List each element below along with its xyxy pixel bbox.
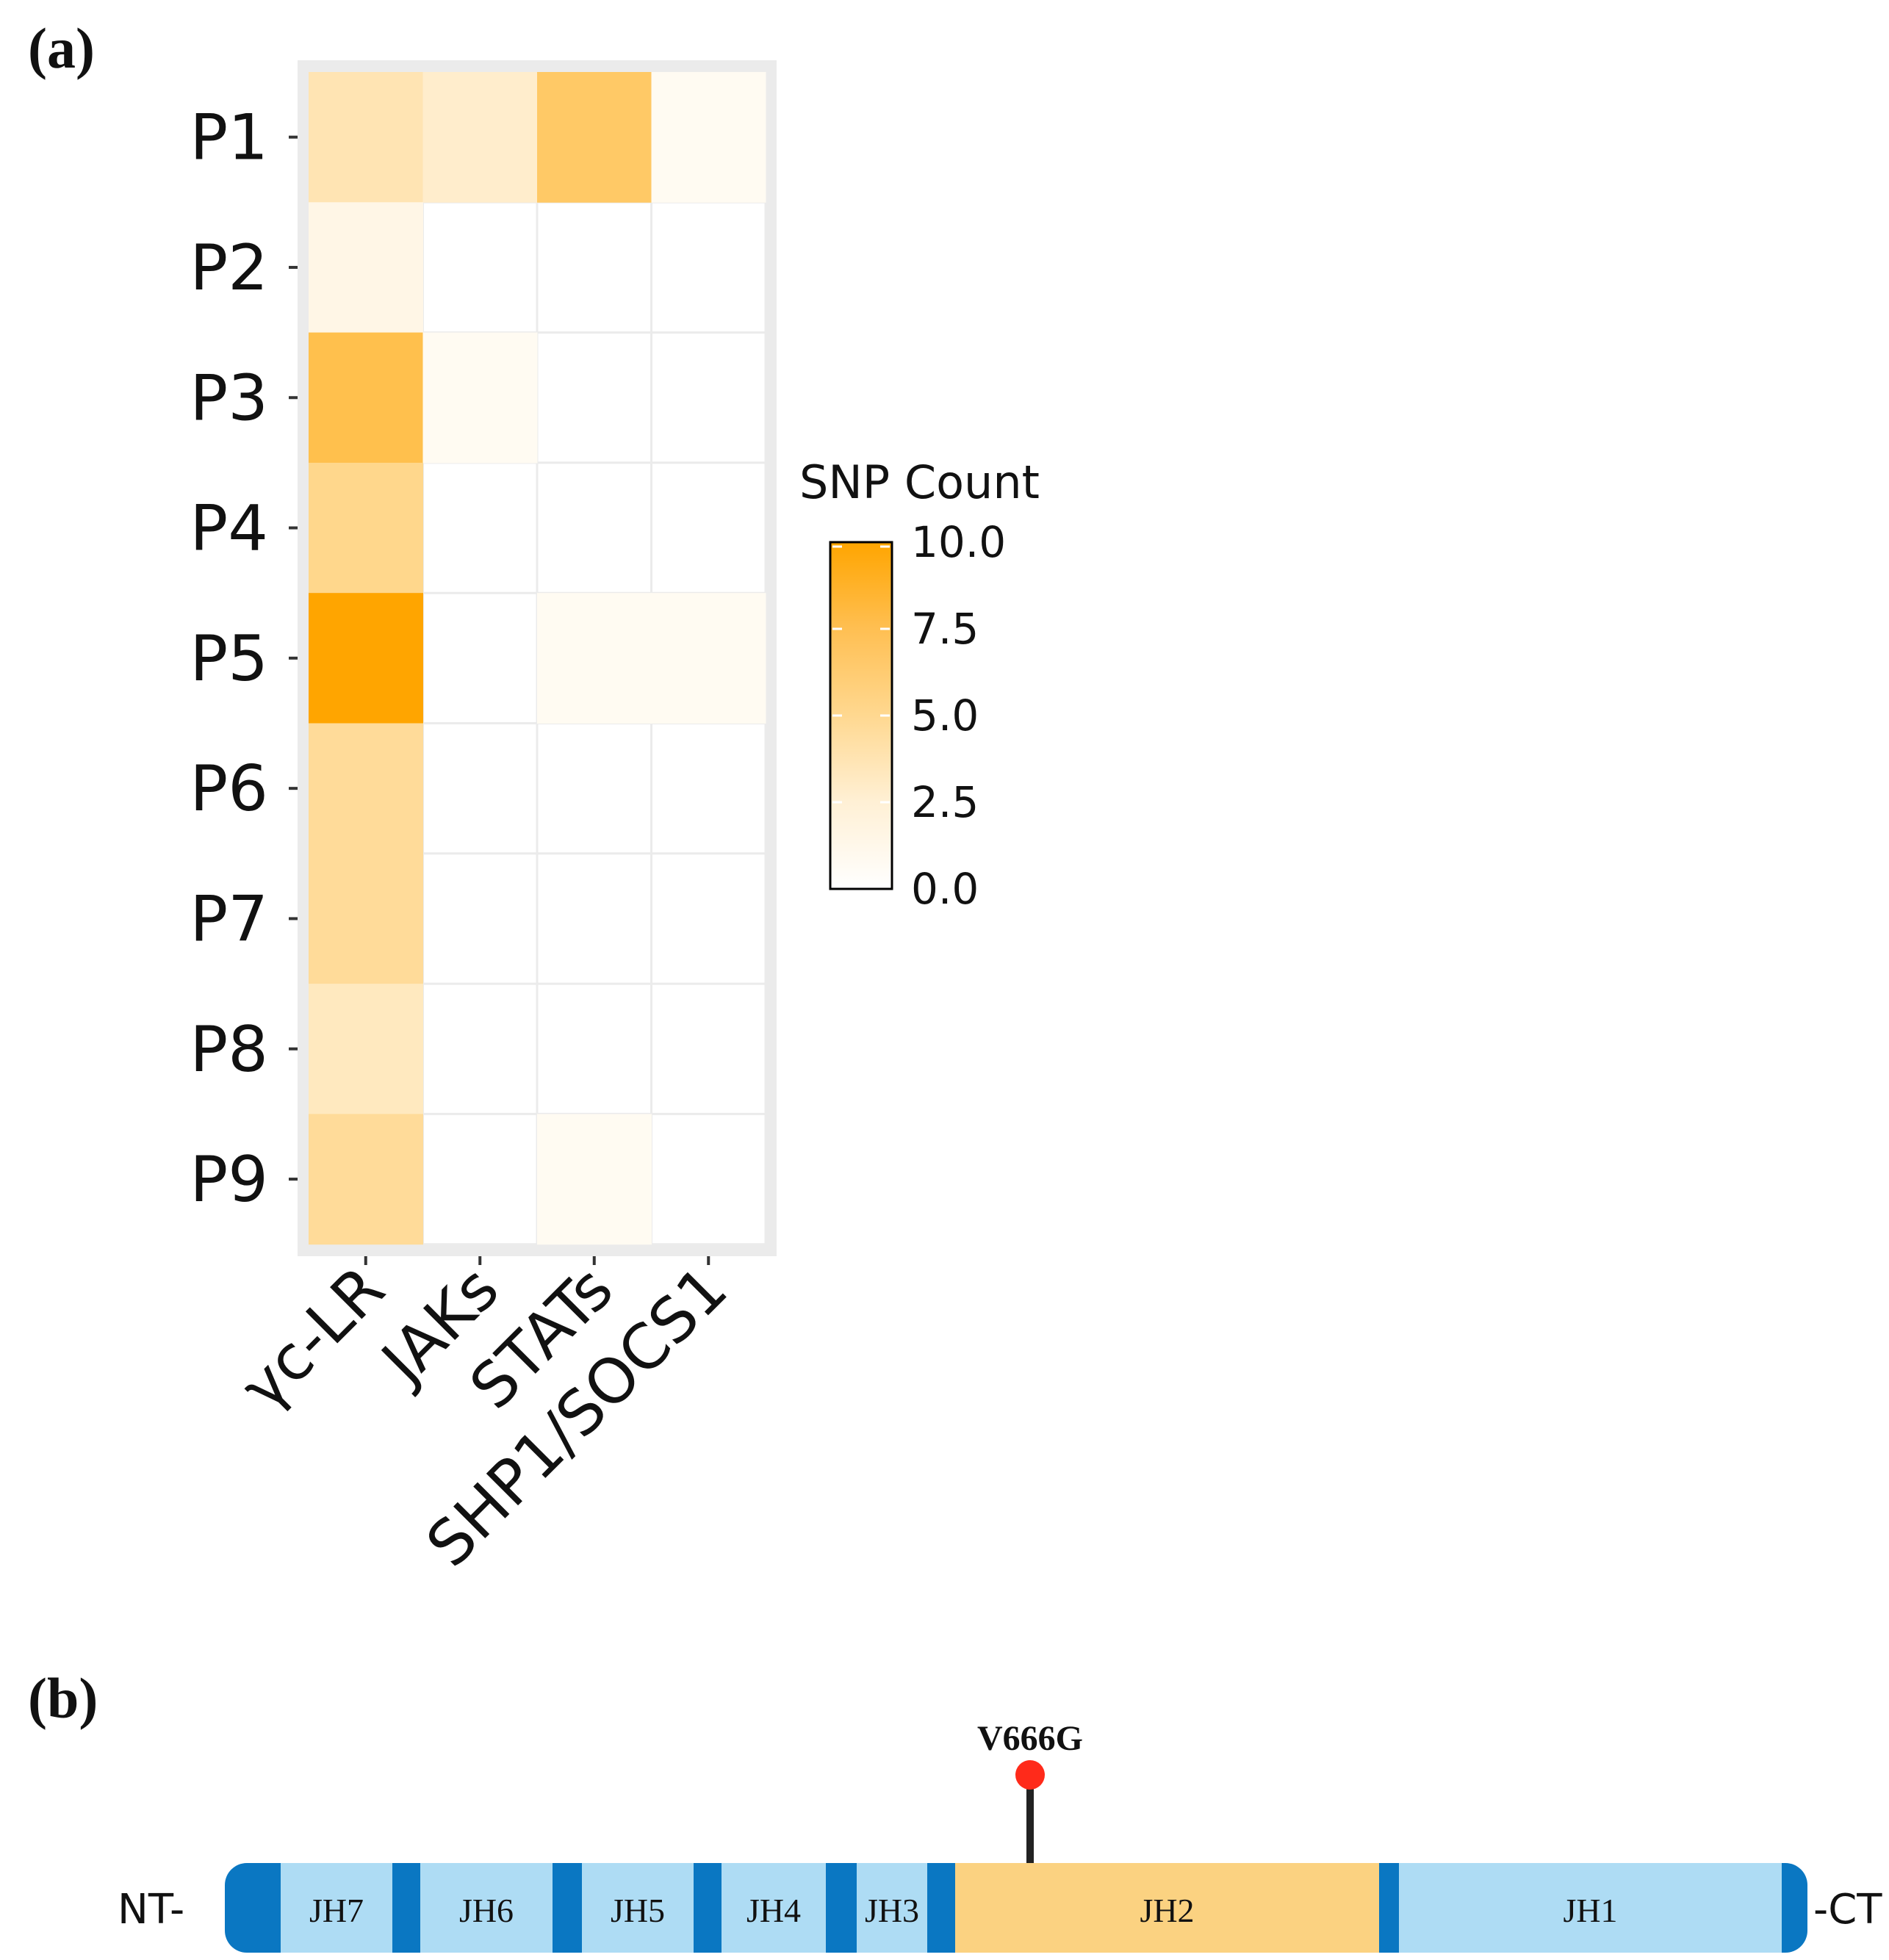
y-tick-label: P9 <box>190 1143 268 1217</box>
heatmap-tile-p5-3 <box>651 593 766 724</box>
heatmap-tile-p5-2 <box>537 593 652 724</box>
domain-jh6 <box>420 1863 553 1953</box>
domain-segments: JH7 JH6 JH5 JH4 JH3 JH2 JH1 <box>281 1863 1782 1953</box>
domain-label-jh6: JH6 <box>459 1892 514 1929</box>
heatmap-tile-p7-0 <box>309 853 423 984</box>
heatmap-tile-p1-0 <box>309 72 423 203</box>
domain-jh7 <box>281 1863 392 1953</box>
legend-title: SNP Count <box>799 455 1040 509</box>
panel-label-b: (b) <box>28 1666 98 1730</box>
y-tick-label: P3 <box>190 361 268 435</box>
color-legend: SNP Count 10.0 7.5 5.0 2.5 0.0 <box>799 455 1040 914</box>
y-tick-label: P7 <box>190 882 268 956</box>
legend-tick-label: 7.5 <box>911 604 979 654</box>
y-tick-label: P8 <box>190 1013 268 1087</box>
domain-label-jh7: JH7 <box>309 1892 364 1929</box>
n-terminus-label: NT- <box>118 1886 184 1934</box>
domain-jh4 <box>722 1863 826 1953</box>
heatmap-tile-p6-0 <box>309 723 423 854</box>
domain-label-jh3: JH3 <box>865 1892 919 1929</box>
y-tick-label: P2 <box>190 231 268 305</box>
y-tick-label: P6 <box>190 752 268 826</box>
heatmap-tile-p9-2 <box>537 1114 652 1245</box>
domain-label-jh4: JH4 <box>746 1892 801 1929</box>
y-tick-label: P4 <box>190 492 268 566</box>
heatmap-tile-p3-0 <box>309 332 423 464</box>
protein-domain-map: NT- -CT JH7 JH6 JH5 JH4 JH3 JH2 JH1 V666G <box>118 1719 1882 1953</box>
legend-tick-label: 2.5 <box>911 777 979 827</box>
heatmap-tile-p9-0 <box>309 1114 423 1245</box>
mutation-label: V666G <box>977 1719 1083 1758</box>
x-tick-label: γc-LR <box>227 1253 398 1424</box>
heatmap-tile-p4-0 <box>309 462 423 594</box>
domain-label-jh2: JH2 <box>1140 1892 1194 1929</box>
y-tick-label: P5 <box>190 622 268 696</box>
heatmap-tile-p8-0 <box>309 984 423 1114</box>
c-terminus-label: -CT <box>1813 1886 1882 1934</box>
legend-tick-label: 10.0 <box>911 517 1006 567</box>
mutation-marker <box>1015 1760 1045 1790</box>
legend-tick-label: 5.0 <box>911 691 979 741</box>
y-axis-labels: P1 P2 P3 P4 P5 P6 P7 P8 P9 <box>190 101 268 1217</box>
heatmap-tile-p1-2 <box>537 72 652 203</box>
panel-label-a: (a) <box>28 16 95 80</box>
domain-label-jh5: JH5 <box>611 1892 665 1929</box>
heatmap-tiles <box>309 72 766 1245</box>
domain-jh1 <box>1399 1863 1782 1953</box>
domain-jh5 <box>582 1863 694 1953</box>
heatmap-tile-p3-1 <box>422 332 538 464</box>
domain-label-jh1: JH1 <box>1563 1892 1617 1929</box>
legend-ticks: 10.0 7.5 5.0 2.5 0.0 <box>832 517 1006 914</box>
heatmap-tile-p2-0 <box>309 202 423 334</box>
legend-tick-label: 0.0 <box>911 864 979 914</box>
heatmap-tile-p1-1 <box>422 72 538 203</box>
y-tick-label: P1 <box>190 101 268 175</box>
domain-jh3 <box>857 1863 927 1953</box>
heatmap-tile-p1-3 <box>651 72 766 203</box>
heatmap-tile-p5-0 <box>309 593 423 724</box>
domain-jh2 <box>955 1863 1379 1953</box>
